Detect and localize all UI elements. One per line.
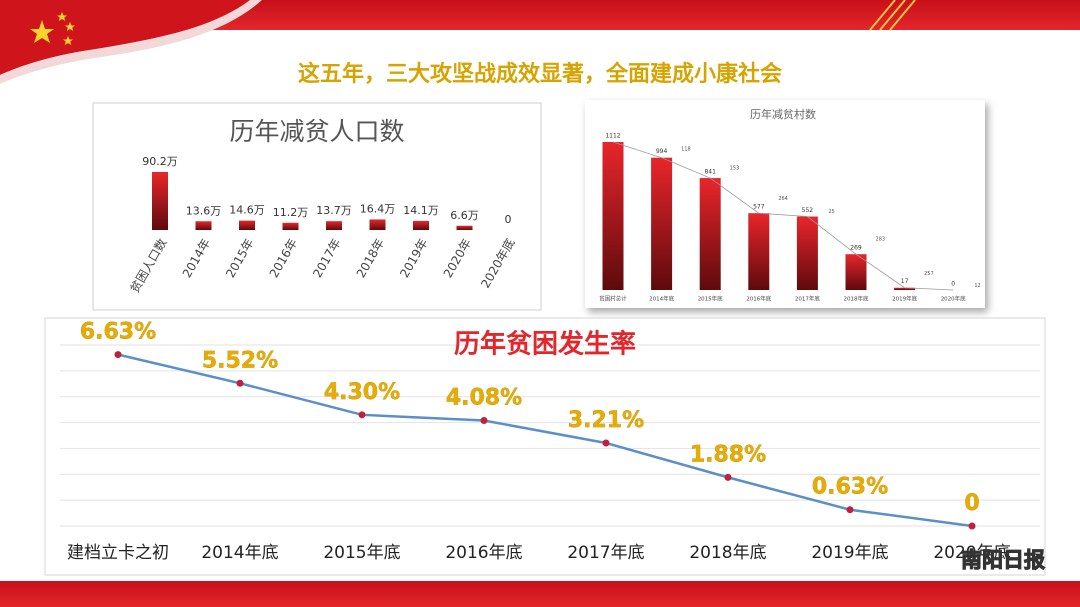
bar (413, 220, 429, 230)
footer-band (0, 581, 1080, 607)
data-label: 14.1万 (403, 204, 439, 217)
chart-frame (44, 317, 1046, 576)
data-label: 11.2万 (273, 206, 309, 219)
bar (845, 254, 867, 290)
header-lines (869, 0, 916, 31)
x-tick-label: 2016年底 (746, 295, 771, 303)
x-tick-label: 2018年底 (844, 295, 869, 303)
line-label: 264 (778, 196, 788, 202)
bar (239, 220, 255, 230)
data-label: 994 (656, 148, 668, 155)
x-tick-label: 2014年底 (201, 543, 278, 563)
x-tick-label: 2015年底 (698, 295, 723, 303)
data-label: 4.08% (446, 386, 522, 411)
data-label: 13.7万 (316, 204, 352, 217)
line-label: 283 (876, 236, 886, 242)
marker (724, 473, 732, 481)
x-tick-label: 2018年底 (689, 543, 766, 563)
line-label: 12 (974, 283, 980, 289)
bar (326, 221, 342, 230)
x-tick-label: 2015年底 (323, 543, 400, 563)
data-label: 841 (704, 169, 716, 176)
data-label: 6.63% (80, 320, 156, 345)
marker (846, 506, 854, 514)
x-tick-label: 2014年底 (649, 295, 674, 303)
data-label: 1112 (605, 133, 620, 140)
marker (236, 379, 244, 387)
data-label: 3.21% (568, 408, 644, 433)
data-label: 16.4万 (360, 202, 396, 215)
marker (480, 417, 488, 425)
data-label: 90.2万 (142, 155, 178, 168)
x-tick-label: 2017年底 (795, 295, 820, 303)
data-label: 5.52% (202, 348, 278, 373)
chart-title: 历年减贫人口数 (229, 117, 404, 146)
chart-title: 历年减贫村数 (750, 107, 816, 121)
x-tick-label: 2020年底 (933, 543, 1010, 563)
data-label: 17 (901, 278, 909, 285)
bar (651, 157, 673, 290)
data-label: 552 (802, 207, 814, 214)
bar (894, 287, 916, 290)
data-label: 14.6万 (229, 204, 265, 217)
x-tick-label: 2017年底 (567, 543, 644, 563)
bar (369, 219, 386, 230)
data-label: 269 (850, 245, 862, 252)
stars (30, 12, 75, 45)
bar (796, 216, 818, 290)
x-tick-label: 2016年底 (445, 543, 522, 563)
marker (968, 522, 976, 530)
line-label: 257 (924, 271, 934, 277)
marker (358, 411, 366, 419)
data-label: 1.88% (690, 442, 766, 467)
data-label: 577 (753, 204, 765, 211)
data-label: 13.6万 (186, 204, 222, 217)
line-label: 153 (730, 165, 740, 171)
bar (152, 172, 168, 230)
data-label: 0 (951, 281, 955, 288)
marker (114, 351, 122, 359)
bar (699, 178, 721, 290)
bar (195, 221, 212, 230)
line-label: 118 (681, 146, 691, 152)
line (117, 353, 973, 528)
watermark: 南阳日报 (961, 548, 1045, 572)
chart-title: 历年贫困发生率 (454, 329, 636, 360)
data-label: 0 (964, 491, 979, 516)
x-tick-label: 2019年底 (811, 543, 888, 563)
slide-title: 这五年，三大攻坚战成效显著，全面建成小康社会 (298, 61, 782, 87)
bar (748, 213, 770, 290)
marker (602, 439, 610, 447)
x-tick-label: 2020年底 (941, 295, 966, 303)
bar (456, 225, 473, 230)
line-label: 25 (829, 209, 835, 215)
x-tick-label: 建档立卡之初 (67, 543, 169, 563)
bar (602, 142, 624, 290)
x-tick-label: 2019年底 (892, 295, 917, 303)
trend-line (612, 141, 954, 291)
bar (282, 222, 299, 230)
data-label: 4.30% (324, 380, 400, 405)
x-tick-label: 贫困村总计 (599, 295, 627, 303)
data-label: 0 (505, 213, 512, 226)
data-label: 0.63% (812, 475, 888, 500)
flag-edge (0, 0, 262, 84)
data-label: 6.6万 (450, 209, 479, 222)
